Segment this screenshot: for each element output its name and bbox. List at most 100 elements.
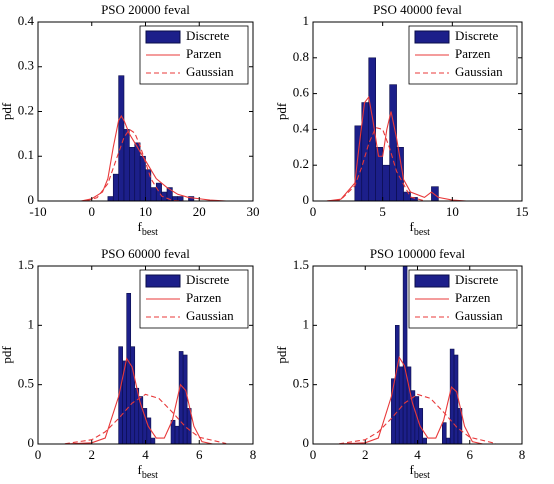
legend-swatch [145,30,181,44]
parzen-curve [339,355,496,445]
x-tick-label: 2 [362,447,369,462]
y-tick-label: 0.2 [293,156,309,171]
x-tick-label: 20 [193,204,206,219]
legend-label: Discrete [186,28,230,43]
legend: Discrete Parzen Gaussian [139,25,249,85]
x-tick-label: 30 [247,204,260,219]
x-tick-label: 4 [414,447,421,462]
legend-label: Discrete [455,272,499,287]
x-tick-label: 6 [467,447,474,462]
subplot-title: PSO 100000 feval [370,246,466,261]
legend-label: Gaussian [455,308,503,323]
legend-label: Gaussian [455,64,503,79]
gaussian-curve [326,126,425,202]
y-tick-label: 0 [28,435,35,450]
histogram-bar [129,147,136,202]
legend-label: Parzen [186,46,222,61]
histogram-bar [107,196,114,202]
x-tick-label: 8 [519,447,526,462]
subplot-title: PSO 20000 feval [101,2,190,17]
legend: Discrete Parzen Gaussian [408,269,518,329]
histogram-bar [139,155,146,202]
histogram-bar [442,422,447,445]
y-tick-label: 1 [303,316,310,331]
y-tick-label: 1 [28,316,35,331]
x-axis-label-sub: best [142,470,158,481]
x-tick-label: -10 [29,204,46,219]
y-tick-label: 0.4 [293,120,310,135]
histogram-bar [398,366,404,445]
legend-swatch [414,274,450,288]
histogram-bar [182,354,188,445]
gaussian-curve [86,128,184,202]
histogram-bar [146,417,152,445]
histogram-bar [453,354,459,445]
legend: Discrete Parzen Gaussian [408,25,518,85]
y-tick-label: 0.5 [18,376,34,391]
x-axis-label-sub: best [414,227,430,238]
parzen-curve [64,357,227,445]
subplot: 0 2 4 6 8 0 0.5 1 1.5 PSO 60000 feval pdf fbest Disc… [0,246,256,481]
gaussian-curve [339,393,497,445]
y-tick-label: 1.5 [293,257,309,272]
x-tick-label: 0 [89,204,96,219]
legend-label: Parzen [455,290,491,305]
x-axis-label: fbest [138,219,159,238]
histogram-bar [170,419,176,445]
y-tick-label: 1.5 [18,257,34,272]
subplot-title: PSO 60000 feval [101,246,190,261]
histogram-bar [134,142,141,202]
y-tick-label: 0.8 [293,49,309,64]
legend-label: Gaussian [186,308,234,323]
histogram-bar [178,351,184,445]
y-axis-label: pdf [0,102,14,120]
x-axis-label: fbest [138,462,159,481]
x-tick-label: 2 [89,447,96,462]
x-tick-label: 4 [142,447,149,462]
x-tick-label: 6 [196,447,203,462]
legend-label: Discrete [455,28,499,43]
x-axis-label: fbest [410,219,431,238]
x-axis-label-main: f [410,219,415,234]
x-tick-label: 5 [379,204,386,219]
x-tick-label: 0 [35,447,42,462]
parzen-curve [80,114,227,202]
parzen-curve [326,95,467,202]
y-tick-label: 0.2 [18,102,34,117]
histogram-bar [150,437,156,445]
legend-label: Parzen [186,290,222,305]
legend-swatch [414,30,450,44]
y-axis-label: pdf [0,346,14,364]
histogram-bar [123,129,130,202]
histogram-bar [130,346,136,445]
y-axis-label: pdf [274,346,289,364]
histogram-bar [422,437,427,445]
x-tick-label: 10 [446,204,459,219]
y-tick-label: 0.3 [18,58,34,73]
histogram-bar [150,187,157,202]
histogram-bar [445,437,451,445]
legend-label: Gaussian [186,64,234,79]
legend: Discrete Parzen Gaussian [139,269,249,329]
y-tick-label: 1 [303,13,310,28]
x-axis-label-main: f [138,219,143,234]
gaussian-curve [64,393,227,445]
histogram-bar [382,164,390,202]
y-tick-label: 0 [303,192,310,207]
x-tick-label: 15 [516,204,529,219]
axes-box [312,21,523,202]
x-tick-label: 10 [139,204,152,219]
legend-label: Discrete [186,272,230,287]
x-axis-label-main: f [410,462,415,477]
y-tick-label: 0 [303,435,310,450]
histogram-bar [145,169,152,202]
histogram-bar [402,265,408,445]
subplot: 0 5 10 15 0 0.2 0.4 0.6 0.8 1 PSO 40000 feval pdf fb… [274,2,529,238]
histogram-bar [134,387,140,445]
histogram-bar [449,348,455,445]
histogram-bar [394,325,400,445]
y-tick-label: 0.1 [18,147,34,162]
x-axis-label-sub: best [414,470,430,481]
